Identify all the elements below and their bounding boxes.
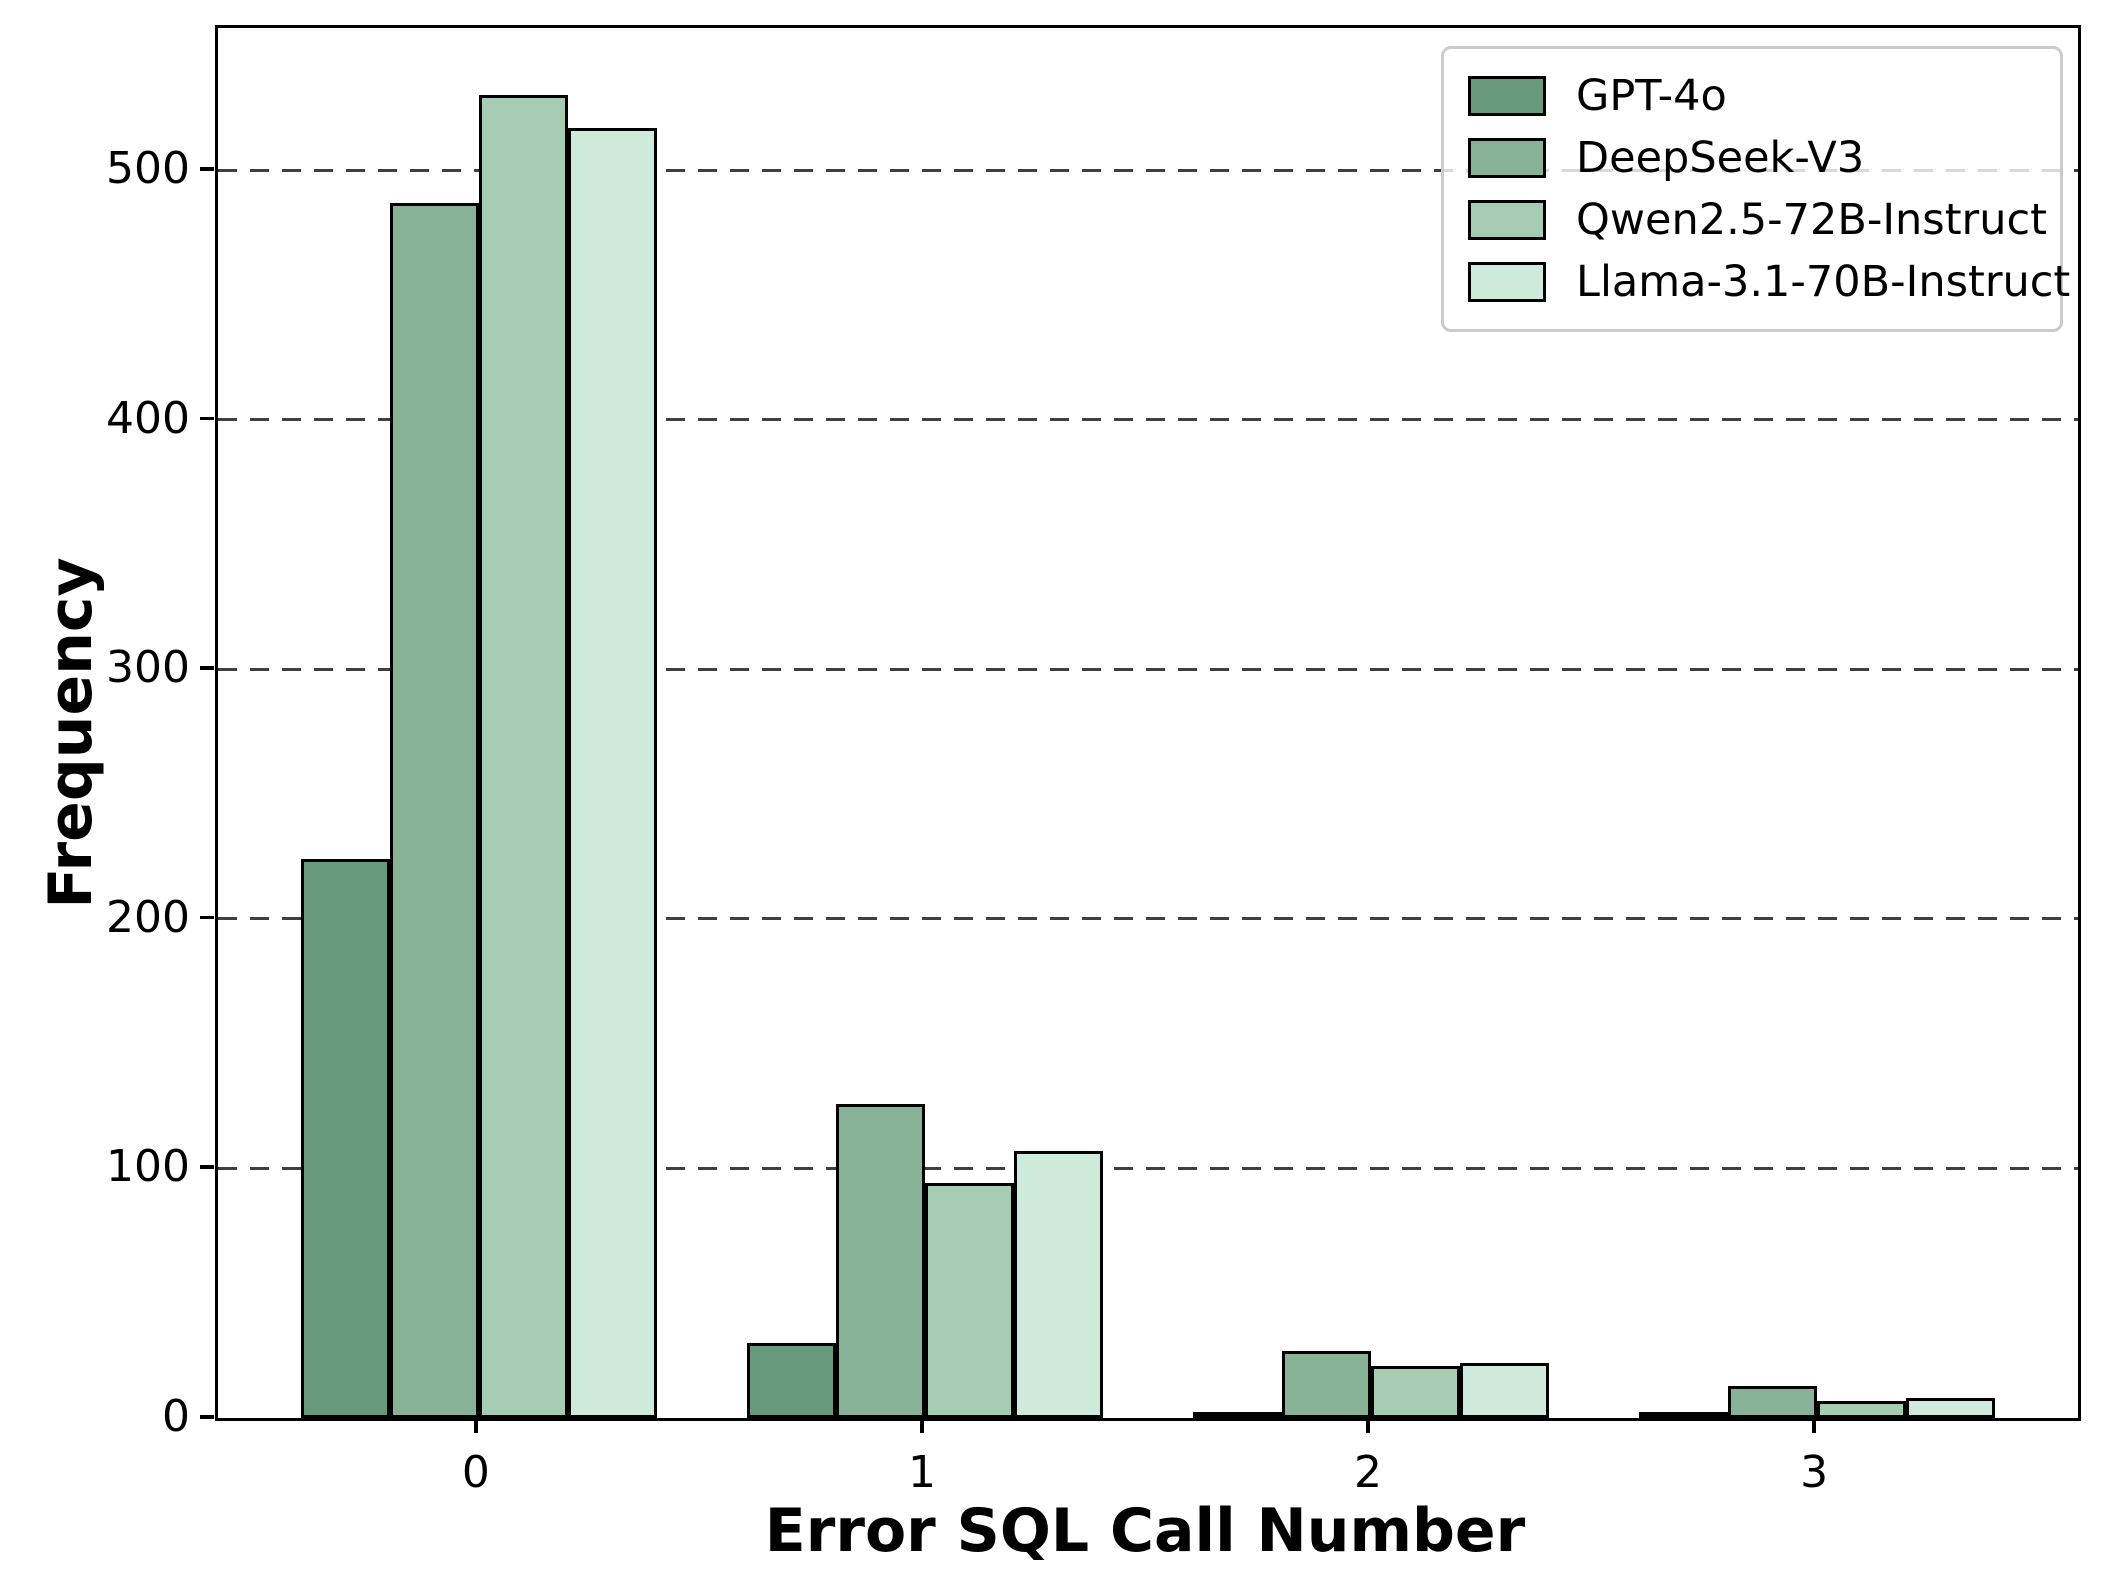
- legend-label-Llama-3.1-70B-Instruct: Llama-3.1-70B-Instruct: [1576, 256, 2071, 307]
- y-tick-mark-200: [200, 915, 214, 920]
- x-tick-label-3: 3: [1800, 1447, 1829, 1498]
- legend-swatch-GPT-4o: [1468, 76, 1546, 116]
- x-tick-label-0: 0: [461, 1447, 490, 1498]
- bar-GPT-4o-x2: [1192, 1412, 1282, 1418]
- gridline-200: [218, 917, 2078, 921]
- y-tick-label-300: 300: [106, 642, 190, 694]
- x-axis-title: Error SQL Call Number: [764, 1496, 1526, 1566]
- legend-label-DeepSeek-V3: DeepSeek-V3: [1576, 132, 1865, 183]
- bar-DeepSeek-V3-x1: [835, 1103, 925, 1418]
- legend-item-GPT-4o: GPT-4o: [1468, 65, 2036, 127]
- bar-Qwen2.5-72B-Instruct-x3: [1817, 1400, 1907, 1418]
- y-axis-title: Frequency: [36, 557, 106, 909]
- y-tick-label-500: 500: [106, 143, 190, 195]
- bar-Llama-3.1-70B-Instruct-x3: [1906, 1398, 1996, 1418]
- legend: GPT-4o DeepSeek-V3 Qwen2.5-72B-Instruct Lla…: [1441, 46, 2070, 332]
- bar-Llama-3.1-70B-Instruct-x0: [568, 127, 658, 1418]
- x-tick-mark-1: [920, 1418, 924, 1433]
- bar-Llama-3.1-70B-Instruct-x2: [1460, 1363, 1550, 1418]
- bar-Llama-3.1-70B-Instruct-x1: [1014, 1150, 1104, 1418]
- legend-swatch-Llama-3.1-70B-Instruct: [1468, 262, 1546, 302]
- bar-Qwen2.5-72B-Instruct-x2: [1371, 1365, 1461, 1418]
- bar-DeepSeek-V3-x3: [1727, 1385, 1818, 1418]
- bar-Qwen2.5-72B-Instruct-x0: [478, 95, 569, 1418]
- bar-GPT-4o-x0: [300, 859, 390, 1418]
- y-tick-mark-0: [200, 1415, 214, 1419]
- legend-swatch-DeepSeek-V3: [1468, 138, 1546, 178]
- bar-Qwen2.5-72B-Instruct-x1: [924, 1183, 1015, 1418]
- legend-item-Llama-3.1-70B-Instruct: Llama-3.1-70B-Instruct: [1468, 251, 2070, 313]
- legend-label-GPT-4o: GPT-4o: [1576, 70, 1727, 121]
- bar-DeepSeek-V3-x2: [1281, 1350, 1372, 1418]
- y-tick-label-400: 400: [106, 392, 190, 444]
- y-tick-mark-300: [200, 666, 214, 670]
- legend-swatch-Qwen2.5-72B-Instruct: [1468, 200, 1546, 240]
- bar-GPT-4o-x1: [746, 1343, 836, 1418]
- bar-DeepSeek-V3-x0: [389, 202, 479, 1418]
- legend-item-DeepSeek-V3: DeepSeek-V3: [1468, 127, 2036, 189]
- y-tick-mark-400: [200, 416, 214, 421]
- x-tick-label-1: 1: [907, 1447, 936, 1498]
- y-tick-label-100: 100: [106, 1141, 190, 1193]
- y-tick-label-0: 0: [162, 1391, 190, 1442]
- gridline-500: [218, 168, 2078, 172]
- gridline-400: [218, 418, 2078, 422]
- y-tick-mark-500: [200, 167, 214, 171]
- x-tick-label-2: 2: [1354, 1447, 1383, 1498]
- y-tick-label-200: 200: [106, 891, 190, 943]
- legend-label-Qwen2.5-72B-Instruct: Qwen2.5-72B-Instruct: [1576, 194, 2047, 245]
- gridline-300: [218, 667, 2078, 671]
- x-tick-mark-2: [1366, 1418, 1370, 1433]
- gridline-100: [218, 1166, 2078, 1170]
- x-tick-mark-3: [1812, 1418, 1816, 1433]
- legend-item-Qwen2.5-72B-Instruct: Qwen2.5-72B-Instruct: [1468, 189, 2047, 251]
- bar-GPT-4o-x3: [1638, 1412, 1728, 1418]
- y-tick-mark-100: [200, 1165, 214, 1169]
- x-tick-mark-0: [474, 1418, 478, 1433]
